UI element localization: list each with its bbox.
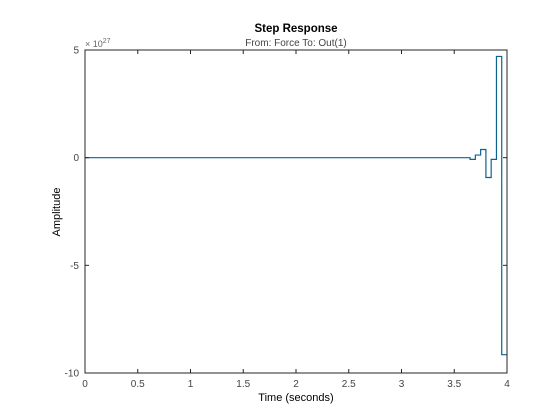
x-tick-label: 4	[504, 379, 510, 390]
x-tick-label: 3	[399, 379, 405, 390]
y-tick-label: 0	[73, 153, 79, 164]
chart-title: Step Response	[254, 23, 337, 35]
y-exponent-power: 27	[103, 38, 111, 45]
axes-background	[85, 50, 507, 373]
x-tick-label: 1	[188, 379, 194, 390]
y-tick-label: 5	[73, 46, 79, 57]
x-tick-label: 3.5	[447, 379, 461, 390]
y-axis-label: Amplitude	[51, 188, 63, 237]
x-tick-label: 2.5	[342, 379, 356, 390]
x-tick-label: 0	[82, 379, 88, 390]
y-exponent-base: × 10	[85, 39, 103, 49]
x-axis-label: Time (seconds)	[258, 392, 333, 404]
tick-layer: 0 0.5 1 1.5 2 2.5 3 3.5 4 -10 -5 0 5	[65, 46, 511, 391]
data-layer	[85, 55, 507, 356]
y-tick-label: -5	[70, 261, 79, 272]
x-tick-label: 0.5	[131, 379, 145, 390]
y-exponent-multiplier: × 1027	[85, 38, 111, 49]
y-tick-label: -10	[65, 369, 80, 380]
chart-subtitle: From: Force To: Out(1)	[245, 38, 347, 49]
step-response-line	[85, 55, 507, 356]
x-tick-label: 1.5	[236, 379, 250, 390]
x-tick-label: 2	[293, 379, 299, 390]
